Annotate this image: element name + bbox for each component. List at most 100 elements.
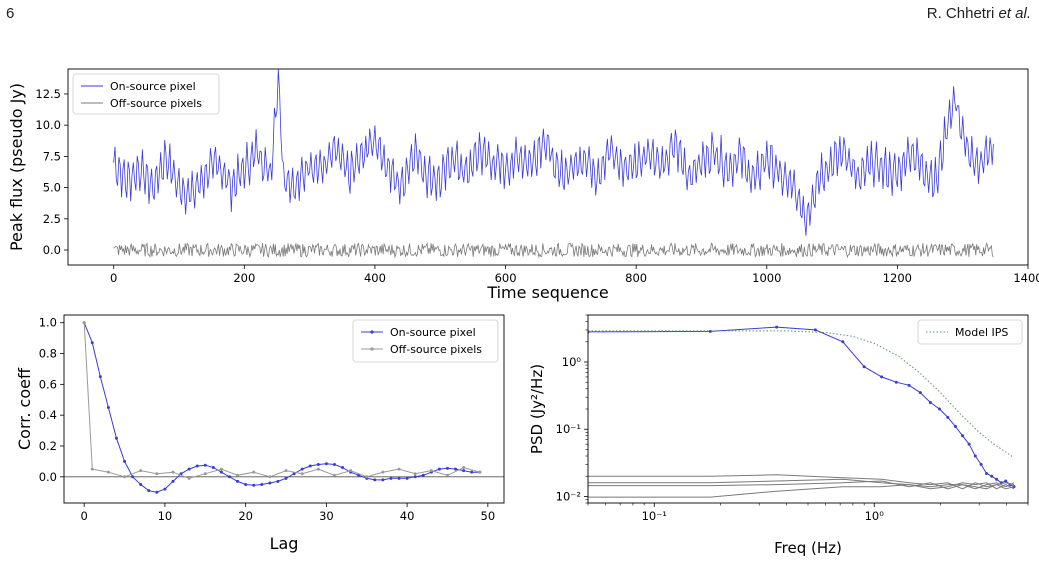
autocorr-series-1-point [397, 467, 401, 471]
autocorr-series-1-line [83, 322, 480, 479]
autocorr-series-0-point [284, 476, 288, 480]
psd-series-1-line [588, 330, 1014, 458]
autocorr-series-0-point [90, 341, 94, 345]
psd-series-0-point [907, 383, 911, 387]
autocorr-series-1-point [187, 476, 191, 480]
autocorr-series-0-point [445, 466, 449, 470]
autocorr-legend-marker [370, 330, 374, 334]
psd-legend-box [917, 319, 1023, 345]
autocorr-series-1-point [365, 475, 369, 479]
running-header: R. Chhetri et al. [927, 5, 1031, 22]
timeseries-xtick-label: 600 [495, 271, 517, 285]
autocorr-xtick-label: 10 [158, 509, 173, 523]
autocorr-legend-label: Off-source pixels [390, 343, 482, 356]
autocorr-series-0-point [332, 462, 336, 466]
psd-series-0-point [961, 434, 965, 438]
autocorr-legend-box [352, 319, 499, 363]
autocorr-series-0-point [195, 464, 199, 468]
psd-legend: Model IPS [917, 319, 1023, 345]
autocorr-series-1-point [349, 469, 353, 473]
autocorr-series-1-point [106, 470, 110, 474]
psd-ytick-label: 10⁰ [562, 355, 582, 369]
timeseries-plot-area [113, 69, 994, 259]
autocorr-series-0-point [300, 467, 304, 471]
psd-series-0-point [841, 340, 845, 344]
psd-xtick-label: 10⁰ [865, 509, 885, 523]
psd-series-5-line [588, 482, 1015, 498]
psd-series-0-point [813, 328, 817, 332]
autocorr-series-0-point [413, 475, 417, 479]
autocorr-series-0-point [106, 405, 110, 409]
timeseries-ylabel: Peak flux (pseudo Jy) [7, 83, 26, 251]
autocorr-series-1-point [413, 472, 417, 476]
autocorr-series-1-point [462, 466, 466, 470]
psd-series-0-point [1012, 485, 1016, 489]
autocorr-ytick-label: 0.4 [39, 408, 57, 422]
psd-series-0-point [1004, 479, 1008, 483]
psd-xtick-label: 10⁻¹ [642, 509, 667, 523]
autocorr-series-0-point [252, 483, 256, 487]
autocorr-series-0-point [163, 487, 167, 491]
autocorr-series-0-point [98, 375, 102, 379]
autocorr-series-0-point [421, 473, 425, 477]
timeseries-legend-label: On-source pixel [110, 80, 196, 93]
autocorr-chart: 0 10 20 30 40 50 0.0 0.2 0.4 0.6 0.8 1.0 Lag Corr. co… [15, 314, 505, 553]
author-suffix: et al. [998, 5, 1031, 22]
timeseries-xtick-label: 1000 [752, 271, 781, 285]
autocorr-series-1-point [155, 472, 159, 476]
timeseries-ytick-label: 2.5 [43, 212, 61, 226]
psd-series-0-point [775, 325, 779, 329]
timeseries-ytick-label: 10.0 [35, 118, 61, 132]
psd-xlabel: Freq (Hz) [774, 539, 842, 557]
psd-legend-label: Model IPS [955, 326, 1008, 339]
timeseries-xtick-label: 1200 [883, 271, 912, 285]
autocorr-frame [63, 314, 505, 504]
author-name: R. Chhetri [926, 5, 995, 22]
autocorr-series-1-point [123, 475, 127, 479]
autocorr-ytick-label: 0.2 [39, 439, 57, 453]
autocorr-series-0-point [276, 479, 280, 483]
psd-series-0-point [990, 474, 994, 478]
autocorr-ytick-label: 0.0 [39, 470, 57, 484]
page-number: 6 [6, 5, 15, 22]
autocorr-series-0-point [389, 476, 393, 480]
autocorr-series-1-point [219, 467, 223, 471]
timeseries-xlabel: Time sequence [486, 283, 608, 302]
autocorr-ytick-label: 0.6 [39, 377, 57, 391]
autocorr-series-0-point [462, 469, 466, 473]
autocorr-series-0-point [131, 475, 135, 479]
autocorr-series-1-point [268, 475, 272, 479]
autocorr-series-0-point [381, 478, 385, 482]
psd-series-0-point [973, 454, 977, 458]
timeseries-ytick-label: 0.0 [43, 243, 61, 257]
autocorr-xtick-label: 50 [481, 509, 496, 523]
psd-series-0-point [946, 415, 950, 419]
autocorr-series-1-point [429, 469, 433, 473]
autocorr-ylabel: Corr. coeff [15, 367, 34, 450]
autocorr-series-0-point [397, 476, 401, 480]
psd-series-0-point [953, 424, 957, 428]
autocorr-ytick-label: 1.0 [39, 316, 57, 330]
autocorr-legend: On-source pixel Off-source pixels [352, 319, 499, 363]
autocorr-legend-marker [370, 347, 374, 351]
autocorr-series-0-point [244, 483, 248, 487]
timeseries-legend: On-source pixel Off-source pixels [72, 73, 220, 115]
autocorr-series-0-point [316, 462, 320, 466]
autocorr-series-1-point [381, 470, 385, 474]
autocorr-series-1-point [171, 470, 175, 474]
psd-series-0-line [588, 326, 1015, 488]
autocorr-series-1-point [316, 467, 320, 471]
autocorr-series-0-point [211, 466, 215, 470]
psd-series-0-point [708, 329, 712, 333]
psd-ytick-label: 10⁻² [556, 489, 581, 503]
autocorr-series-0-point [268, 481, 272, 485]
autocorr-series-1-point [284, 469, 288, 473]
autocorr-series-0-point [219, 470, 223, 474]
timeseries-xtick-label: 200 [233, 271, 255, 285]
psd-plot-area [588, 325, 1016, 498]
autocorr-series-0-point [454, 467, 458, 471]
autocorr-series-0-point [373, 478, 377, 482]
autocorr-series-1-point [445, 473, 449, 477]
timeseries-series-0-line [113, 69, 994, 236]
